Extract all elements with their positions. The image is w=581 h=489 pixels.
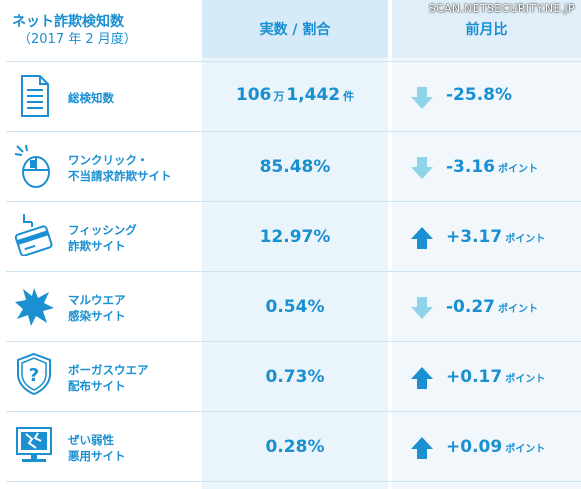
row-change: +0.09 ポイント [446, 437, 546, 457]
credit-card-hook-icon [14, 214, 53, 256]
row-value: 12.97% [259, 227, 331, 247]
value-column-header-bg [202, 0, 388, 58]
row-divider [6, 201, 581, 202]
shield-question-icon: ? [17, 352, 51, 396]
row-label: ぜい弱性 悪用サイト [68, 433, 126, 463]
row-divider [6, 411, 581, 412]
table-row: ぜい弱性 悪用サイト 0.28% +0.09 ポイント [0, 412, 581, 481]
row-divider [6, 481, 581, 482]
change-column-header: 前月比 [465, 22, 508, 38]
table-title: ネット詐欺検知数 [12, 14, 124, 30]
table-row: 総検知数 106 万 1,442 件 -25.8% [0, 62, 581, 131]
table-row: フィッシング 詐欺サイト 12.97% +3.17 ポイント [0, 202, 581, 271]
malware-burst-icon [15, 288, 54, 326]
row-value: 0.28% [265, 437, 325, 457]
mouse-click-icon [14, 144, 50, 188]
table-subtitle: （2017 年 2 月度） [18, 32, 137, 47]
row-label: マルウエア 感染サイト [68, 293, 126, 323]
svg-text:?: ? [29, 365, 39, 386]
row-change: +0.17 ポイント [446, 367, 546, 387]
row-value: 0.54% [265, 297, 325, 317]
row-value: 0.73% [265, 367, 325, 387]
watermark: SCAN.NETSECURITY.NE.JP [428, 2, 575, 15]
row-divider [6, 131, 581, 132]
row-change: -25.8% [446, 85, 513, 105]
row-divider [6, 61, 581, 62]
broken-monitor-icon [16, 427, 52, 462]
up-arrow-icon [411, 437, 433, 459]
row-label: 総検知数 [68, 91, 114, 105]
down-arrow-icon [411, 87, 433, 109]
row-divider [6, 341, 581, 342]
table-row: ワンクリック・ 不当請求詐欺サイト 85.48% -3.16 ポイント [0, 132, 581, 201]
table-row: マルウエア 感染サイト 0.54% -0.27 ポイント [0, 272, 581, 341]
value-column-header: 実数 / 割合 [259, 22, 331, 38]
table-row: ? ボーガスウエア 配布サイト 0.73% +0.17 ポイント [0, 342, 581, 411]
row-change: -0.27 ポイント [446, 297, 538, 317]
row-value: 106 万 1,442 件 [235, 85, 355, 105]
up-arrow-icon [411, 367, 433, 389]
row-label: ボーガスウエア 配布サイト [68, 363, 149, 393]
up-arrow-icon [411, 227, 433, 249]
document-icon [21, 75, 49, 117]
row-divider [6, 271, 581, 272]
row-change: -3.16 ポイント [446, 157, 538, 177]
row-label: フィッシング 詐欺サイト [68, 223, 137, 253]
change-column-header-bg [392, 0, 581, 58]
value-column-bg [202, 0, 388, 489]
row-value: 85.48% [259, 157, 331, 177]
row-label: ワンクリック・ 不当請求詐欺サイト [68, 153, 172, 183]
down-arrow-icon [411, 157, 433, 179]
row-change: +3.17 ポイント [446, 227, 546, 247]
down-arrow-icon [411, 297, 433, 319]
